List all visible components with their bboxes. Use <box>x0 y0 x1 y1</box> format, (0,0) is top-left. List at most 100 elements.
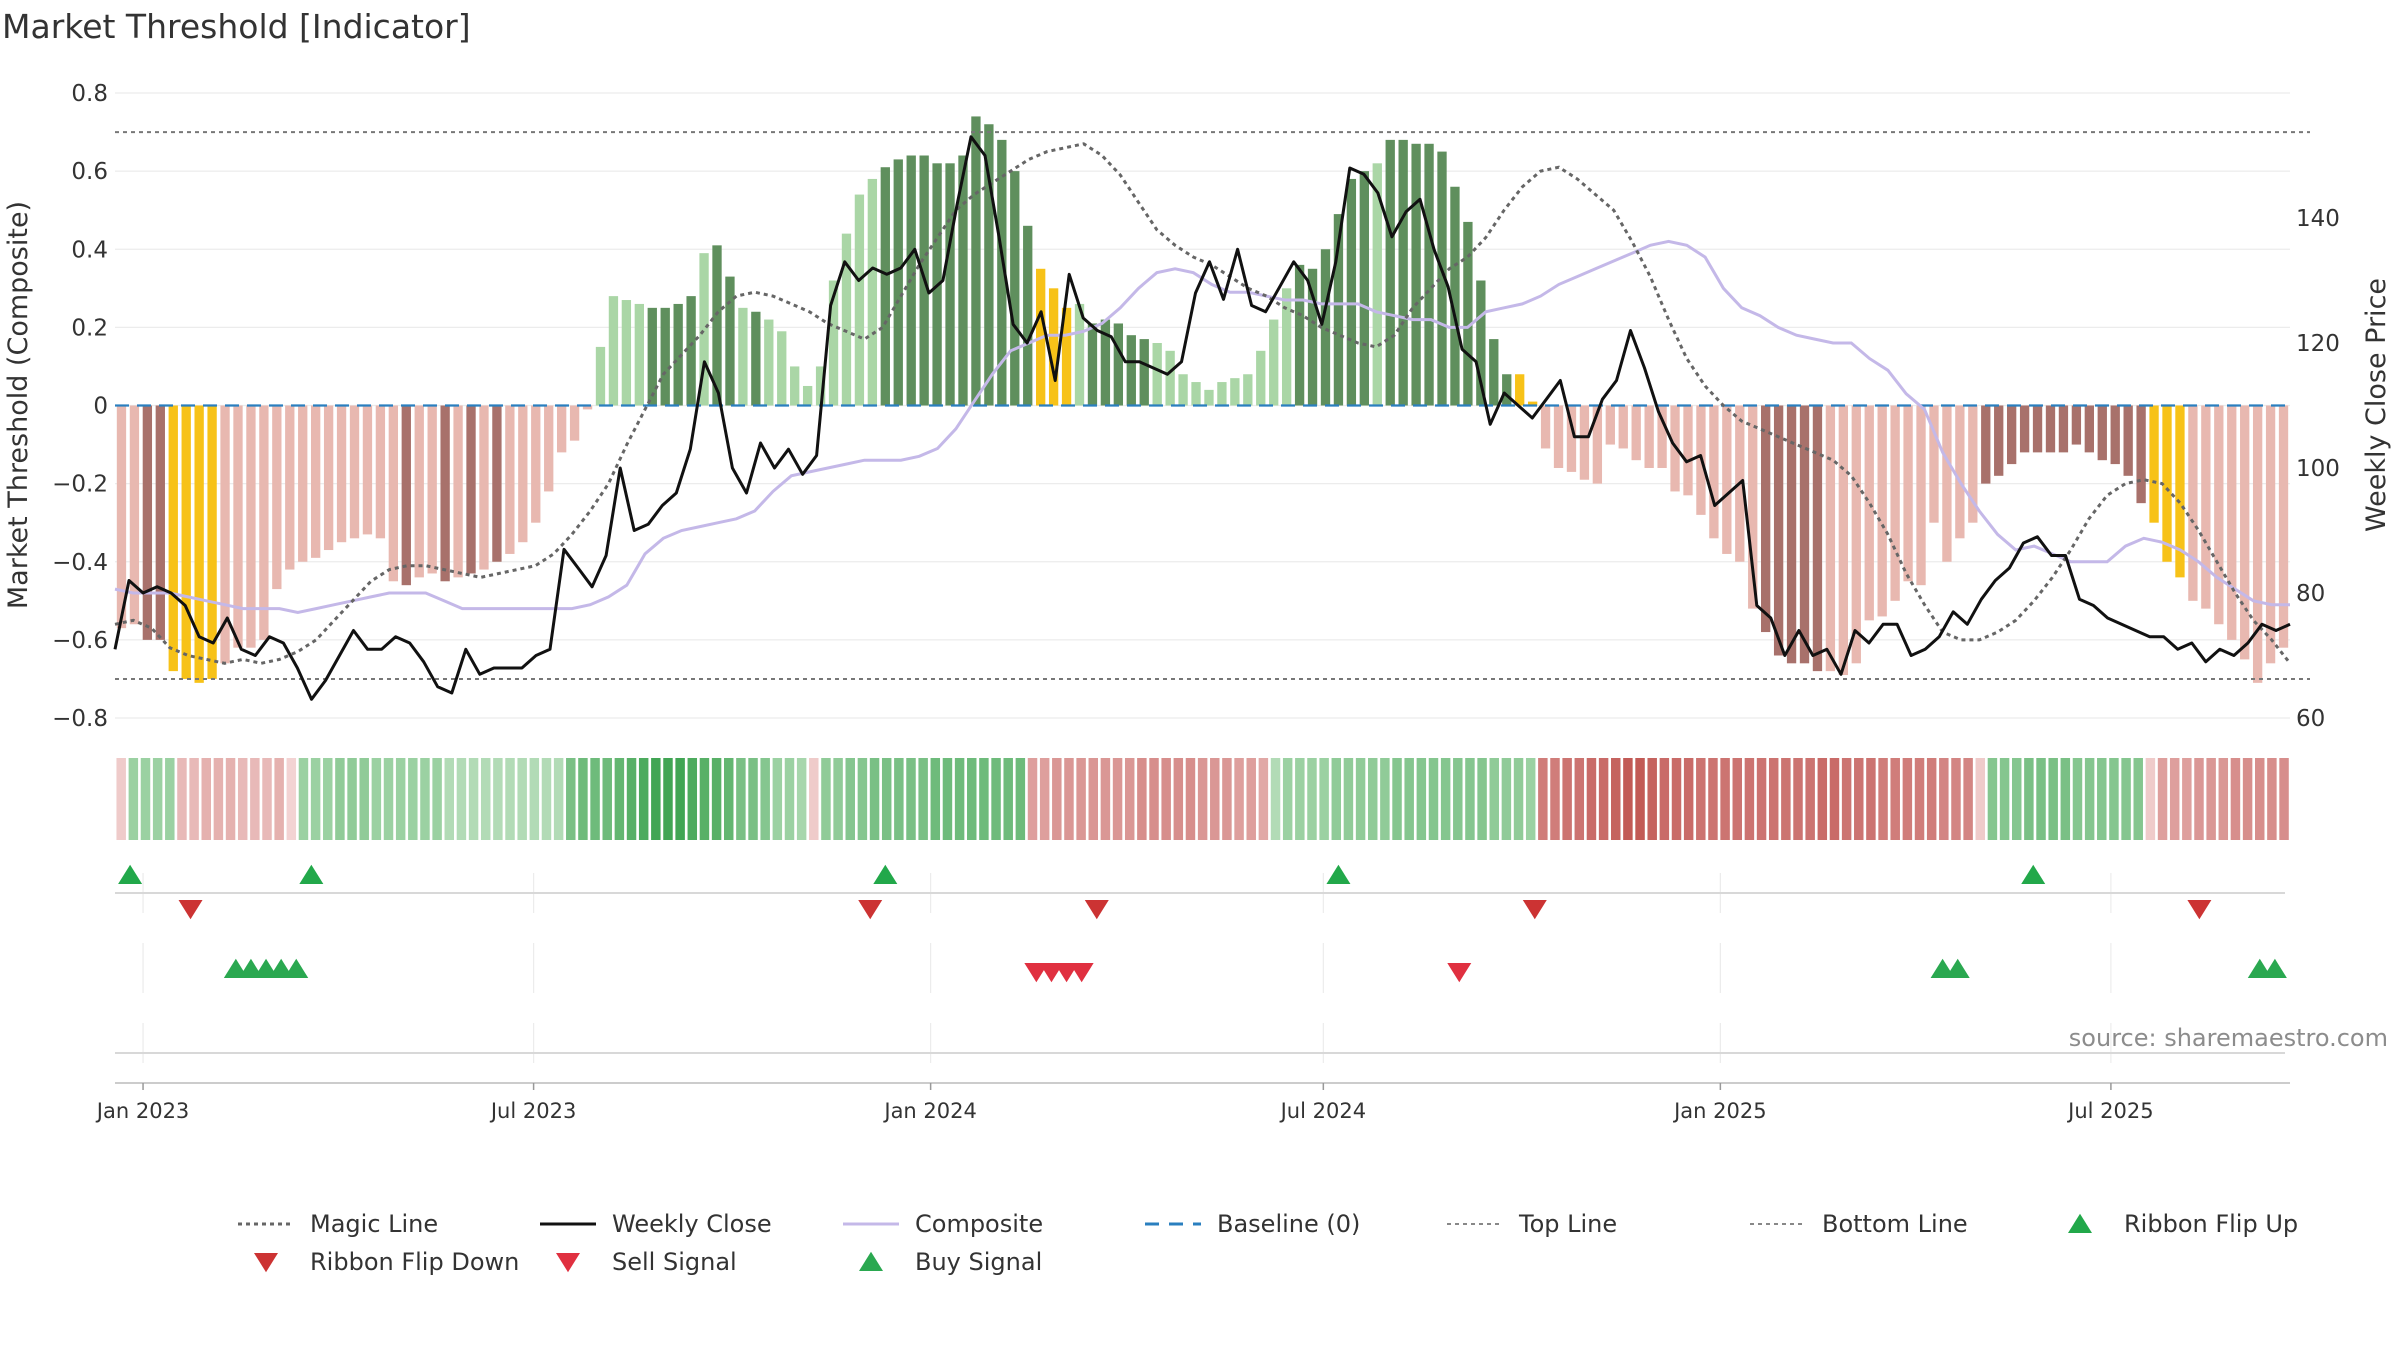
x-tick-label: Jan 2025 <box>1672 1099 1767 1123</box>
ribbon-cell <box>1222 758 1232 840</box>
composite-bar <box>686 296 696 406</box>
composite-bar <box>2214 405 2224 625</box>
ribbon-cell <box>2279 758 2289 840</box>
ribbon-cell <box>274 758 284 840</box>
composite-bar <box>233 405 243 648</box>
composite-bar <box>181 405 191 679</box>
ribbon-cell <box>2072 758 2083 840</box>
composite-bar <box>2265 405 2276 664</box>
legend-swatch <box>859 1251 883 1271</box>
composite-bar <box>142 405 153 640</box>
ribbon-cell <box>201 758 211 840</box>
ribbon-cell <box>1027 758 1038 840</box>
ribbon-cell <box>1246 758 1256 840</box>
ribbon-cell <box>1854 758 1864 840</box>
composite-bar <box>1010 171 1020 406</box>
composite-bar <box>1566 405 1577 472</box>
composite-bar <box>634 303 644 406</box>
composite-bar <box>259 405 269 640</box>
ribbon-cell <box>1295 758 1305 840</box>
ribbon-cell <box>1392 758 1402 840</box>
ribbon-cell <box>590 758 600 840</box>
composite-bar <box>1877 405 1887 617</box>
ribbon-flip-down-marker <box>178 900 203 920</box>
buy-signal-marker <box>2262 958 2287 978</box>
x-tick-label: Jul 2024 <box>1279 1099 1366 1123</box>
composite-bar <box>2097 405 2107 461</box>
ribbon-cell <box>177 758 187 840</box>
ribbon-cell <box>954 758 965 840</box>
ribbon-cell <box>748 758 758 840</box>
ribbon-cell <box>1708 758 1718 840</box>
y-tick-label: −0.4 <box>52 550 108 576</box>
magic-line <box>114 142 2292 665</box>
composite-bar <box>1903 405 1913 582</box>
composite-bar <box>401 405 411 586</box>
ribbon-cell <box>1258 758 1269 840</box>
ribbon-cell <box>225 758 236 840</box>
ribbon-cell <box>857 758 868 840</box>
ribbon-cell <box>347 758 357 840</box>
composite-bar <box>1087 323 1098 406</box>
ribbon-cell <box>517 758 527 840</box>
ribbon-cell <box>991 758 1001 840</box>
buy-signal-marker <box>2247 958 2272 978</box>
buy-signal-marker <box>254 958 279 978</box>
composite-bar <box>531 405 541 523</box>
legend-label: Weekly Close <box>612 1210 772 1238</box>
ribbon-cell <box>1003 758 1013 840</box>
ribbon-cell <box>1185 758 1196 840</box>
composite-bar <box>1618 405 1628 449</box>
composite-bar <box>1605 405 1615 445</box>
legend-label: Top Line <box>1518 1210 1617 1238</box>
ribbon-cell <box>140 758 151 840</box>
ribbon-cell <box>2121 758 2131 840</box>
ribbon-cell <box>906 758 916 840</box>
composite-bar <box>880 167 890 406</box>
composite-bar <box>1631 405 1641 461</box>
ribbon-cell <box>1793 758 1803 840</box>
composite-bar <box>867 178 878 406</box>
buy-signal-marker <box>1945 958 1970 978</box>
signal-panels <box>115 864 2290 1084</box>
x-tick-label: Jan 2024 <box>882 1099 977 1123</box>
composite-bar <box>2252 405 2263 683</box>
composite-bar <box>194 405 204 683</box>
ribbon-flip-up-marker <box>1326 864 1351 884</box>
composite-bar <box>1579 405 1590 480</box>
composite-bar <box>518 405 528 543</box>
ribbon-flip-down-marker <box>1522 900 1547 920</box>
ribbon-flip-down-marker <box>2187 900 2212 920</box>
ribbon-cell <box>626 758 637 840</box>
ribbon-cell <box>2169 758 2180 840</box>
ribbon-cell <box>1562 758 1572 840</box>
composite-bar <box>1773 405 1784 656</box>
composite-bar <box>1152 343 1162 406</box>
ribbon-flip-up-marker <box>2021 864 2046 884</box>
y2-tick-label: 100 <box>2296 456 2340 482</box>
ribbon-cell <box>1939 758 1949 840</box>
ribbon-cell <box>1234 758 1244 840</box>
ribbon-cell <box>1805 758 1815 840</box>
y2-tick-label: 80 <box>2296 581 2325 607</box>
ribbon-cell <box>480 758 491 840</box>
ribbon-cell <box>1659 758 1670 840</box>
composite-bar <box>2058 405 2069 453</box>
ribbon-flip-up-marker <box>299 864 324 884</box>
composite-bar <box>2227 405 2237 640</box>
ribbon-cell <box>942 758 953 840</box>
composite-bar <box>764 319 774 406</box>
ribbon-cell <box>2109 758 2119 840</box>
ribbon-cell <box>1124 758 1135 840</box>
y2-axis-label: Weekly Close Price <box>2361 278 2392 532</box>
composite-bar <box>1165 350 1175 406</box>
ribbon-cell <box>1598 758 1609 840</box>
composite-bar <box>971 116 981 406</box>
ribbon-cell <box>1890 758 1900 840</box>
legend-item-top: Top Line <box>1447 1210 1617 1238</box>
ribbon-cell <box>1768 758 1779 840</box>
composite-bar <box>427 405 437 574</box>
composite-bar <box>556 405 567 453</box>
composite-bar <box>984 124 994 406</box>
